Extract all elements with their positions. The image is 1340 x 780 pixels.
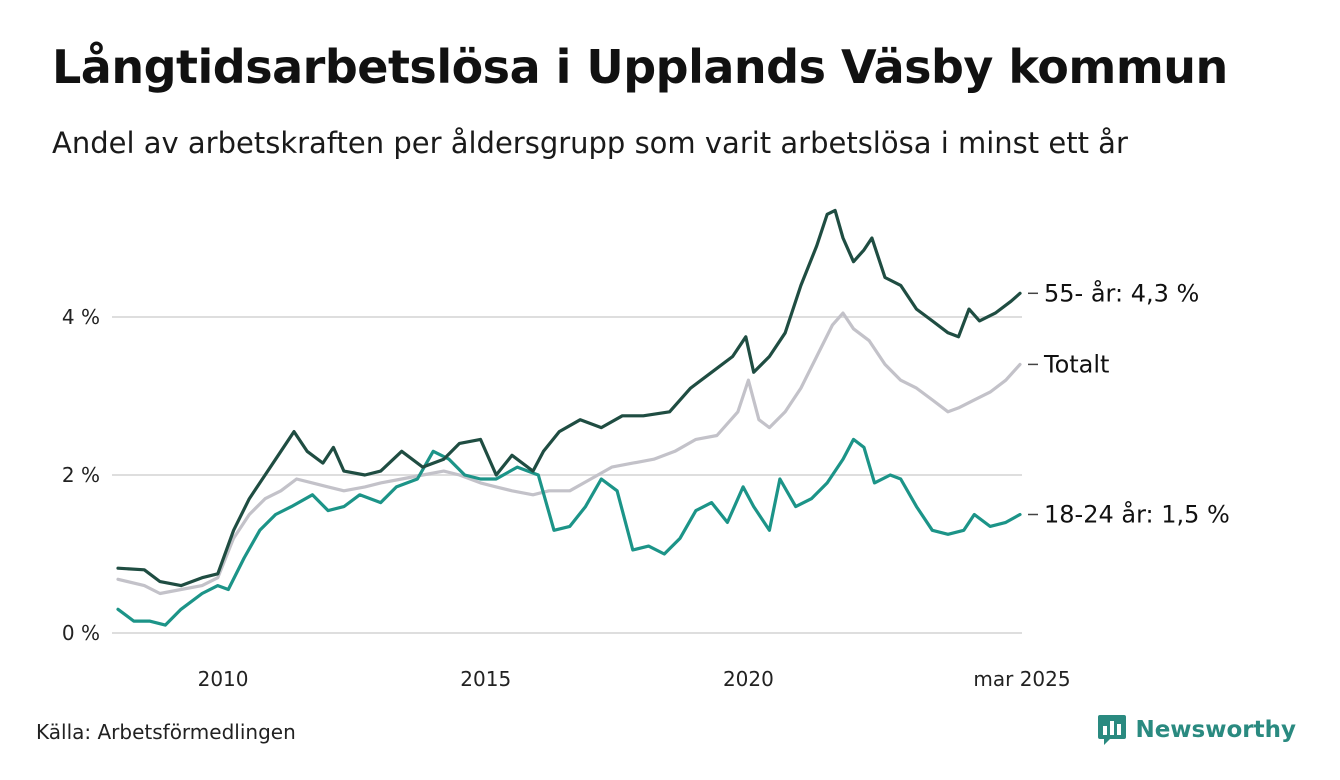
end-label-total: Totalt [1043,350,1109,378]
series-line-total [116,311,1022,596]
y-axis-ticks: 0 % 2 % 4 % [62,305,100,645]
source-note: Källa: Arbetsförmedlingen [36,720,296,744]
end-label-older: 55- år: 4,3 % [1044,278,1199,307]
x-axis-ticks: 2010 2015 2020 mar 2025 [198,667,1071,691]
y-tick-label: 2 % [62,463,100,487]
series-line-young [116,437,1022,627]
chart-subtitle: Andel av arbetskraften per åldersgrupp s… [52,126,1128,160]
end-label-young: 18-24 år: 1,5 % [1044,500,1230,529]
y-tick-label: 0 % [62,621,100,645]
brand-logo: Newsworthy [1097,714,1296,746]
brand-name: Newsworthy [1135,717,1296,743]
x-tick-label: 2010 [198,667,249,691]
series-line-older [116,208,1022,588]
x-tick-label: 2015 [460,667,511,691]
series-end-labels: 55- år: 4,3 % Totalt 18-24 år: 1,5 % [1028,278,1230,529]
bar-chart-logo-icon [1098,715,1127,745]
x-tick-label: mar 2025 [973,667,1070,691]
series-lines [116,208,1022,627]
x-tick-label: 2020 [723,667,774,691]
chart-title: Långtidsarbetslösa i Upplands Väsby komm… [52,40,1228,94]
y-tick-label: 4 % [62,305,100,329]
